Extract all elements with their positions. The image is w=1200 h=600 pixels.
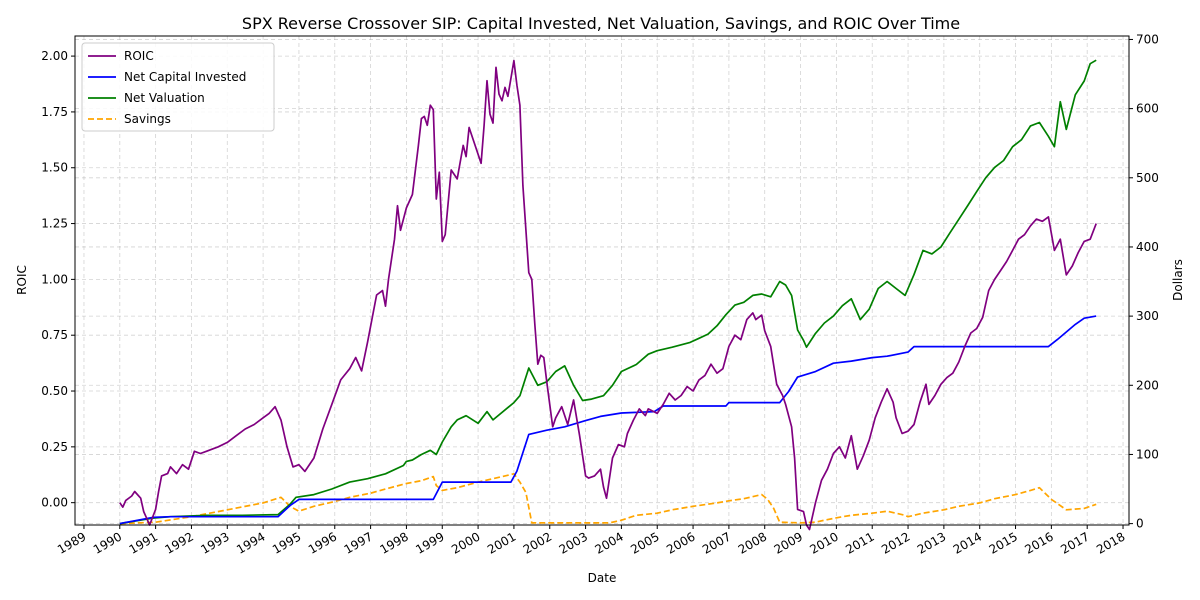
y-tick-label: 0.25 [41,440,68,454]
legend-label: ROIC [124,49,154,63]
y-tick-label: 1.75 [41,105,68,119]
y2-axis-label: Dollars [1171,259,1185,301]
series-line-roic [119,59,1097,531]
y-tick-label: 1.50 [41,161,68,175]
y2-tick-label: 200 [1136,378,1159,392]
y-tick-label: 0.50 [41,384,68,398]
y-axis-left: 0.00 0.25 0.50 0.75 1.00 1.25 1.50 1.75 2.00 [41,49,75,510]
series-line-savings [119,472,1097,525]
x-axis-label: Date [588,571,617,585]
y2-tick-label: 0 [1136,517,1144,531]
y-tick-label: 0.00 [41,496,68,510]
y2-tick-label: 700 [1136,32,1159,46]
y2-tick-label: 600 [1136,102,1159,116]
legend-label: Savings [124,112,171,126]
y2-tick-label: 500 [1136,171,1159,185]
y-tick-label: 0.75 [41,328,68,342]
legend-box [81,42,275,132]
y-axis-label: ROIC [15,265,29,295]
plot-frame [74,35,1130,526]
y2-tick-label: 300 [1136,309,1159,323]
legend-label: Net Capital Invested [124,70,246,84]
y-tick-label: 2.00 [41,49,68,63]
y-tick-label: 1.00 [41,272,68,286]
series-line-net-valuation [119,59,1097,525]
series-layer [119,59,1097,531]
y2-tick-label: 100 [1136,447,1159,461]
y2-tick-label: 400 [1136,240,1159,254]
grid-layer [75,36,1129,525]
y-axis-right: 0 100 200 300 400 500 600 700 [1129,32,1159,531]
chart-title: SPX Reverse Crossover SIP: Capital Inves… [242,14,960,33]
series-line-net-capital-invested [119,315,1097,525]
legend-label: Net Valuation [124,91,205,105]
y-tick-label: 1.25 [41,217,68,231]
legend: ROIC Net Capital Invested Net Valuation Sav… [81,42,275,132]
